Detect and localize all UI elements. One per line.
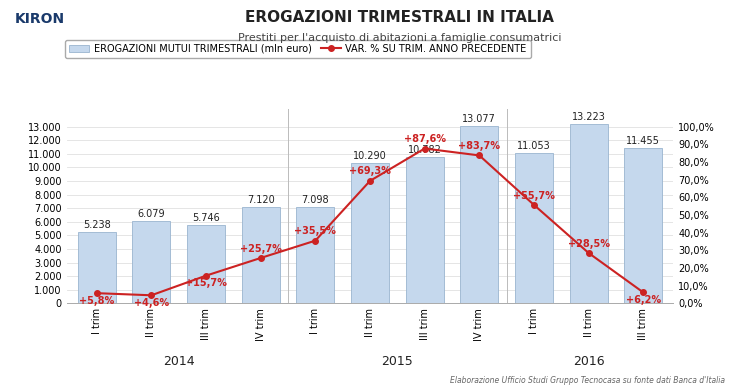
- Text: +55,7%: +55,7%: [513, 191, 555, 200]
- Text: +4,6%: +4,6%: [134, 298, 169, 308]
- Bar: [187, 225, 225, 303]
- Text: +25,7%: +25,7%: [240, 244, 282, 254]
- Text: 11.053: 11.053: [517, 141, 551, 151]
- Text: +28,5%: +28,5%: [568, 238, 610, 249]
- Bar: [78, 232, 115, 303]
- Bar: [406, 157, 444, 303]
- Text: +87,6%: +87,6%: [403, 134, 445, 144]
- Text: 10.782: 10.782: [408, 145, 442, 155]
- Bar: [570, 124, 608, 303]
- Text: Elaborazione Ufficio Studi Gruppo Tecnocasa su fonte dati Banca d'Italia: Elaborazione Ufficio Studi Gruppo Tecnoc…: [450, 376, 725, 385]
- Text: Prestiti per l'acquisto di abitazioni a famiglie consumatrici: Prestiti per l'acquisto di abitazioni a …: [238, 33, 562, 43]
- Text: 5.238: 5.238: [83, 220, 110, 230]
- Text: +15,7%: +15,7%: [185, 278, 227, 288]
- Text: +5,8%: +5,8%: [79, 296, 114, 306]
- Text: 13.077: 13.077: [462, 114, 497, 124]
- Bar: [132, 221, 170, 303]
- Bar: [296, 207, 334, 303]
- Bar: [460, 126, 499, 303]
- Text: +35,5%: +35,5%: [295, 226, 336, 236]
- Text: 2015: 2015: [381, 355, 413, 368]
- Legend: EROGAZIONI MUTUI TRIMESTRALI (mln euro), VAR. % SU TRIM. ANNO PRECEDENTE: EROGAZIONI MUTUI TRIMESTRALI (mln euro),…: [65, 40, 531, 58]
- Text: 7.098: 7.098: [301, 195, 329, 205]
- Bar: [515, 153, 553, 303]
- Text: EROGAZIONI TRIMESTRALI IN ITALIA: EROGAZIONI TRIMESTRALI IN ITALIA: [245, 10, 554, 25]
- Text: 6.079: 6.079: [138, 209, 165, 219]
- Text: 11.455: 11.455: [626, 136, 660, 145]
- Bar: [351, 163, 389, 303]
- Text: +83,7%: +83,7%: [458, 141, 500, 151]
- Text: 7.120: 7.120: [247, 194, 275, 205]
- Bar: [625, 147, 662, 303]
- Text: 10.290: 10.290: [353, 151, 387, 161]
- Text: +69,3%: +69,3%: [349, 166, 391, 177]
- Text: 5.746: 5.746: [192, 213, 220, 223]
- Text: 2016: 2016: [573, 355, 605, 368]
- Text: +6,2%: +6,2%: [626, 295, 661, 305]
- Bar: [241, 207, 280, 303]
- Text: KIRON: KIRON: [15, 12, 65, 26]
- Text: 2014: 2014: [163, 355, 195, 368]
- Text: 13.223: 13.223: [572, 112, 605, 121]
